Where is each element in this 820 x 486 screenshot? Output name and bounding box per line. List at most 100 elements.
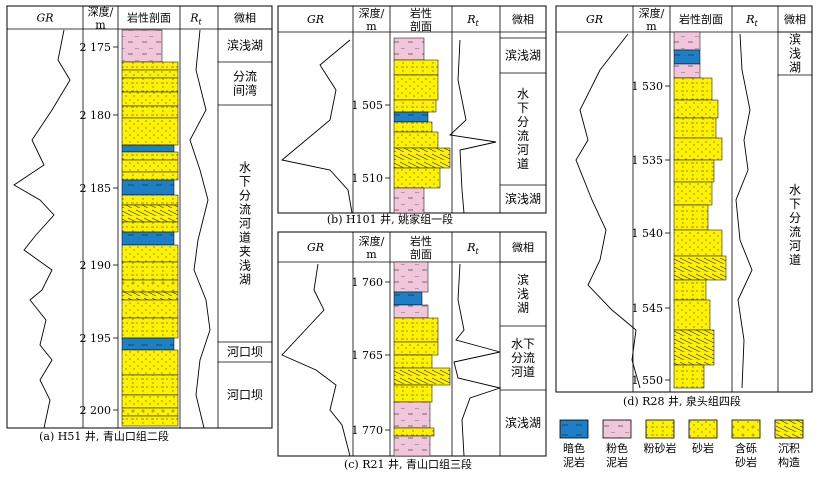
litho-bed (393, 317, 439, 343)
depth-label: 1 535 (632, 154, 664, 167)
litho-bed (121, 29, 163, 63)
litho-bed (673, 279, 707, 301)
rt-header: Rt (745, 13, 758, 28)
litho-bed (673, 31, 701, 51)
litho-bed (121, 117, 179, 146)
litho-bed (121, 221, 179, 233)
rt-header: Rt (466, 241, 479, 256)
litho-bed (121, 151, 179, 161)
facies-label-line: 河口坝 (227, 345, 263, 359)
rt-curve (453, 263, 502, 457)
litho-bed (121, 374, 179, 396)
panel-caption: (b) H101 井, 姚家组一段 (327, 212, 453, 226)
depth-label: 1 530 (632, 80, 664, 93)
depth-label: 2 190 (80, 259, 112, 272)
legend-swatch-dark-mudstone (559, 419, 589, 439)
facies-label-line: 河 (239, 217, 251, 231)
gr-curve (280, 39, 353, 214)
facies-label-line: 河口坝 (227, 388, 263, 402)
well-panel-1: GR 深度/m 岩性剖面 Rt 微相 2 175 2 180 2 185 2 190 2 195 2… (6, 5, 273, 429)
gr-header: GR (36, 12, 53, 25)
facies-label-line: 滨 (517, 272, 529, 287)
rt-curve (449, 39, 497, 214)
facies-label-line: 滨浅湖 (505, 48, 541, 63)
litho-bed (393, 167, 441, 189)
depth-unit: m (95, 19, 106, 32)
litho-header: 岩性 (410, 6, 432, 20)
depth-label: 1 545 (632, 302, 664, 315)
facies-label-line: 夹 (239, 245, 251, 259)
litho-bed (393, 59, 439, 76)
facies-label-line: 滨浅湖 (227, 38, 263, 53)
depth-unit: m (366, 20, 377, 33)
litho-bed (121, 77, 179, 93)
facies-label-line: 流 (239, 203, 251, 217)
litho-bed (121, 231, 175, 246)
rt-header: Rt (466, 13, 479, 28)
facies-label-line: 流 (789, 225, 801, 239)
litho-bed (121, 337, 175, 351)
facies-label-line: 滨浅湖 (505, 415, 541, 430)
depth-header: 深度/ (359, 234, 385, 248)
depth-header: 深度/ (88, 5, 114, 19)
legend-label: 砂岩 (692, 441, 714, 455)
facies-label-line: 浅 (789, 47, 801, 61)
litho-bed (393, 427, 435, 437)
legend-label: 粉砂岩 (644, 441, 677, 455)
panel-caption: (a) H51 井, 青山口组二段 (39, 429, 169, 443)
facies-label-line: 河 (789, 239, 801, 253)
gr-header: GR (307, 241, 324, 254)
litho-bed (673, 255, 727, 281)
litho-bed (393, 187, 425, 214)
litho-bed (393, 304, 429, 319)
facies-label-line: 滨浅湖 (505, 191, 541, 206)
facies-label-line: 分流 (233, 70, 257, 84)
facies-label-line: 河道 (511, 365, 535, 379)
depth-unit: m (646, 20, 657, 33)
litho-header: 岩性 (410, 234, 432, 248)
depth-label: 1 540 (632, 227, 664, 240)
litho-bed (121, 159, 179, 173)
gr-curve (281, 263, 351, 457)
litho-bed (393, 74, 439, 101)
litho-bed (673, 329, 715, 366)
litho-bed (393, 121, 433, 133)
litho-bed (121, 279, 179, 293)
litho-bed (121, 171, 179, 181)
legend-swatch-pebbly-sandstone (731, 419, 761, 439)
facies-label: 滨浅湖 (517, 272, 529, 315)
legend-swatch-siltstone (645, 419, 675, 439)
litho-bed (673, 204, 709, 231)
litho-bed (673, 159, 715, 183)
rt-curve (735, 33, 753, 389)
litho-header: 岩性剖面 (679, 12, 723, 26)
litho-bed (673, 229, 723, 257)
depth-label: 2 200 (80, 404, 112, 417)
litho-bed (393, 111, 429, 123)
gr-curve (13, 29, 71, 429)
facies-label-line: 水 (239, 161, 251, 175)
depth-label: 1 550 (632, 374, 664, 387)
facies-label-line: 间湾 (233, 83, 257, 98)
panel-frame (6, 5, 273, 429)
litho-bed (121, 69, 179, 79)
litho-bed (121, 105, 179, 119)
legend-label: 含砾 (735, 441, 757, 455)
litho-bed (121, 407, 179, 417)
panel-caption: (c) R21 井, 青山口组三段 (344, 457, 472, 471)
litho-bed (121, 179, 175, 196)
well-panel-4: GR 深度/m 岩性剖面 Rt 微相 1 530 1 535 1 540 1 545 1 550 滨… (555, 5, 813, 393)
litho-bed (393, 261, 429, 293)
legend-label: 粉色 (606, 441, 628, 455)
litho-bed (673, 137, 723, 161)
litho-bed (673, 63, 701, 79)
litho-bed (121, 291, 179, 301)
depth-label: 1 760 (352, 276, 384, 289)
legend-swatch-sed-structure (774, 419, 804, 439)
depth-header: 深度/ (359, 6, 385, 20)
litho-bed (121, 261, 179, 281)
